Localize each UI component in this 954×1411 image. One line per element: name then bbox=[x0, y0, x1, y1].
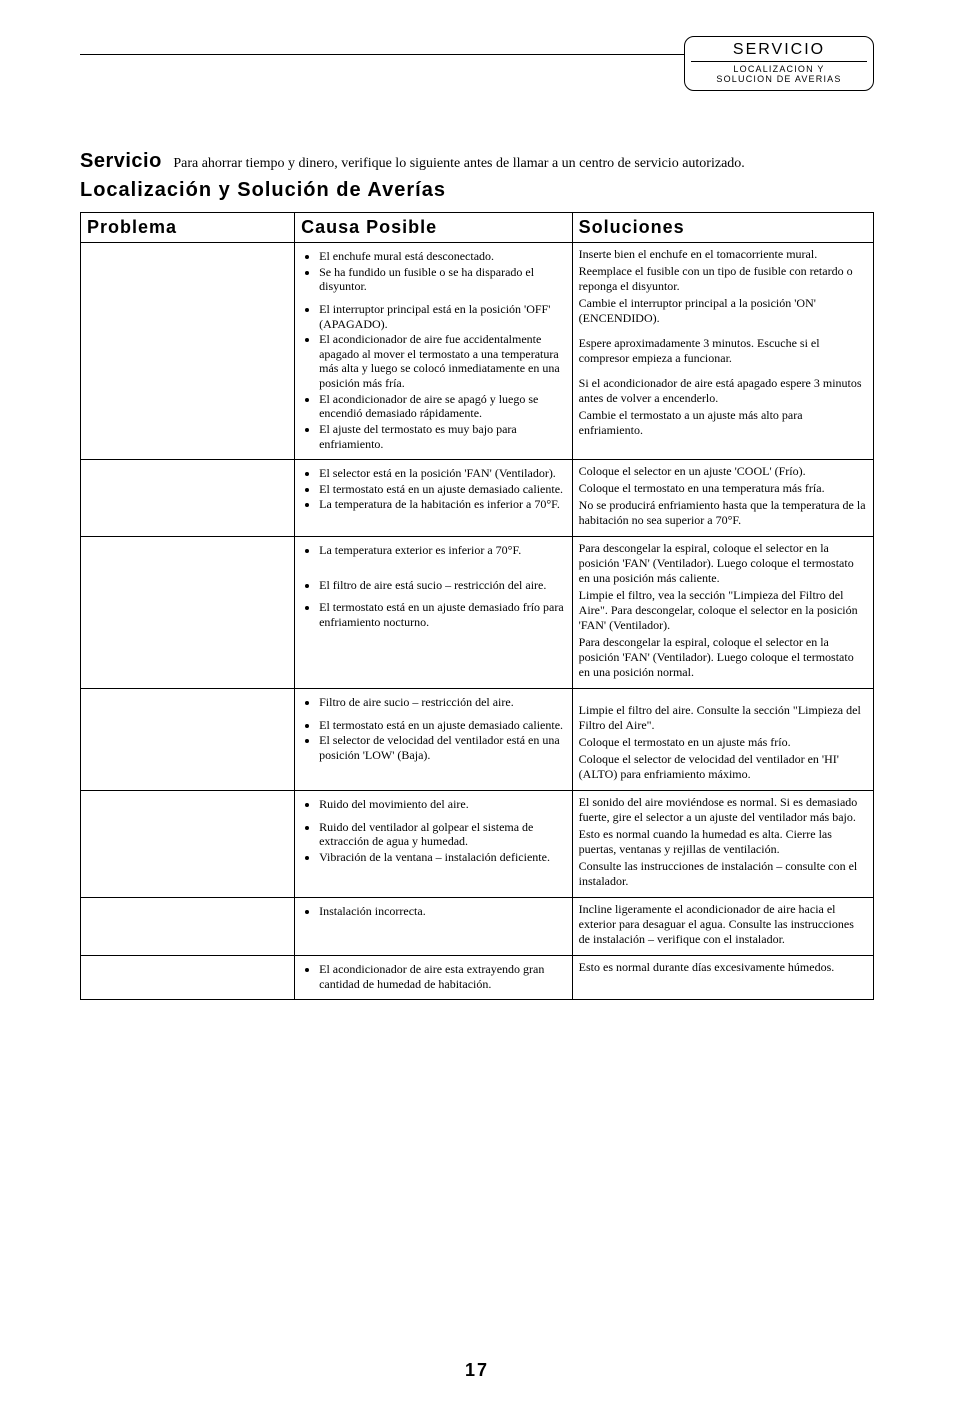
cause-cell: Filtro de aire sucio – restricción del a… bbox=[295, 689, 573, 791]
cause-cell: Ruido del movimiento del aire. Ruido del … bbox=[295, 791, 573, 898]
solution-line: Coloque el selector de velocidad del ven… bbox=[579, 752, 867, 782]
solution-line: Coloque el selector en un ajuste 'COOL' … bbox=[579, 464, 867, 479]
cause-cell: El enchufe mural está desconectado.Se ha… bbox=[295, 243, 573, 460]
header-tab: SERVICIO LOCALIZACION Y SOLUCION DE AVER… bbox=[684, 36, 874, 91]
cause-item: El ajuste del termostato es muy bajo par… bbox=[319, 422, 566, 451]
intro-heading: Servicio bbox=[80, 150, 162, 172]
cause-item: Se ha fundido un fusible o se ha dispara… bbox=[319, 265, 566, 294]
problem-cell bbox=[81, 791, 295, 898]
table-header-solution: Soluciones bbox=[572, 213, 873, 243]
table-header-problem: Problema bbox=[81, 213, 295, 243]
cause-item: El selector está en la posición 'FAN' (V… bbox=[319, 466, 566, 481]
solution-cell: Incline ligeramente el acondicionador de… bbox=[572, 898, 873, 956]
table-row: Filtro de aire sucio – restricción del a… bbox=[81, 689, 874, 791]
cause-item: El interruptor principal está en la posi… bbox=[319, 302, 566, 331]
cause-item: La temperatura de la habitación es infer… bbox=[319, 497, 566, 512]
solution-line: Consulte las instrucciones de instalació… bbox=[579, 859, 867, 889]
problem-cell bbox=[81, 243, 295, 460]
solution-line: Para descongelar la espiral, coloque el … bbox=[579, 541, 867, 586]
table-header-row: Problema Causa Posible Soluciones bbox=[81, 213, 874, 243]
table-row: El selector está en la posición 'FAN' (V… bbox=[81, 460, 874, 537]
solution-line: Espere aproximadamente 3 minutos. Escuch… bbox=[579, 336, 867, 366]
solution-line: Si el acondicionador de aire está apagad… bbox=[579, 376, 867, 406]
header-tab-subtitle-2: SOLUCION DE AVERIAS bbox=[691, 74, 867, 84]
problem-cell bbox=[81, 956, 295, 1000]
cause-item: El acondicionador de aire fue accidental… bbox=[319, 332, 566, 391]
page-number: 17 bbox=[80, 1360, 874, 1381]
solution-line: Esto es normal durante días excesivament… bbox=[579, 960, 867, 975]
header-tab-title: SERVICIO bbox=[691, 41, 867, 62]
table-row: Instalación incorrecta. Incline ligeramen… bbox=[81, 898, 874, 956]
cause-item: El termostato está en un ajuste demasiad… bbox=[319, 600, 566, 629]
solution-line: Coloque el termostato en una temperatura… bbox=[579, 481, 867, 496]
table-header-cause: Causa Posible bbox=[295, 213, 573, 243]
cause-item: El termostato está en un ajuste demasiad… bbox=[319, 718, 566, 733]
solution-line: Coloque el termostato en un ajuste más f… bbox=[579, 735, 867, 750]
solution-line: El sonido del aire moviéndose es normal.… bbox=[579, 795, 867, 825]
cause-item: Ruido del ventilador al golpear el siste… bbox=[319, 820, 566, 849]
cause-cell: La temperatura exterior es inferior a 70… bbox=[295, 537, 573, 689]
solution-cell: Esto es normal durante días excesivament… bbox=[572, 956, 873, 1000]
table-row: El enchufe mural está desconectado.Se ha… bbox=[81, 243, 874, 460]
intro-text: Para ahorrar tiempo y dinero, verifique … bbox=[173, 156, 744, 171]
problem-cell bbox=[81, 689, 295, 791]
solution-cell: Limpie el filtro del aire. Consulte la s… bbox=[572, 689, 873, 791]
solution-line: Reemplace el fusible con un tipo de fusi… bbox=[579, 264, 867, 294]
table-row: El acondicionador de aire esta extrayend… bbox=[81, 956, 874, 1000]
cause-item: Ruido del movimiento del aire. bbox=[319, 797, 566, 812]
solution-cell: Coloque el selector en un ajuste 'COOL' … bbox=[572, 460, 873, 537]
solution-line: Limpie el filtro del aire. Consulte la s… bbox=[579, 703, 867, 733]
cause-item: Instalación incorrecta. bbox=[319, 904, 566, 919]
solution-line: Para descongelar la espiral, coloque el … bbox=[579, 635, 867, 680]
cause-cell: Instalación incorrecta. bbox=[295, 898, 573, 956]
cause-item: El filtro de aire está sucio – restricci… bbox=[319, 578, 566, 593]
section-title: Localización y Solución de Averías bbox=[80, 179, 874, 202]
cause-item: Vibración de la ventana – instalación de… bbox=[319, 850, 566, 865]
solution-line: Incline ligeramente el acondicionador de… bbox=[579, 902, 867, 947]
solution-line: No se producirá enfriamiento hasta que l… bbox=[579, 498, 867, 528]
cause-item: La temperatura exterior es inferior a 70… bbox=[319, 543, 566, 558]
solution-cell: El sonido del aire moviéndose es normal.… bbox=[572, 791, 873, 898]
solution-line: Cambie el interruptor principal a la pos… bbox=[579, 296, 867, 326]
solution-line: Cambie el termostato a un ajuste más alt… bbox=[579, 408, 867, 438]
cause-cell: El selector está en la posición 'FAN' (V… bbox=[295, 460, 573, 537]
cause-item: El termostato está en un ajuste demasiad… bbox=[319, 482, 566, 497]
cause-item: El selector de velocidad del ventilador … bbox=[319, 733, 566, 762]
problem-cell bbox=[81, 898, 295, 956]
problem-cell bbox=[81, 460, 295, 537]
troubleshooting-table: Problema Causa Posible Soluciones El enc… bbox=[80, 212, 874, 1000]
table-row: La temperatura exterior es inferior a 70… bbox=[81, 537, 874, 689]
intro-paragraph: Servicio Para ahorrar tiempo y dinero, v… bbox=[80, 150, 874, 173]
cause-item: El acondicionador de aire esta extrayend… bbox=[319, 962, 566, 991]
solution-cell: Inserte bien el enchufe en el tomacorrie… bbox=[572, 243, 873, 460]
cause-item: El enchufe mural está desconectado. bbox=[319, 249, 566, 264]
cause-item: Filtro de aire sucio – restricción del a… bbox=[319, 695, 566, 710]
solution-cell: Para descongelar la espiral, coloque el … bbox=[572, 537, 873, 689]
cause-cell: El acondicionador de aire esta extrayend… bbox=[295, 956, 573, 1000]
cause-item: El acondicionador de aire se apagó y lue… bbox=[319, 392, 566, 421]
problem-cell bbox=[81, 537, 295, 689]
header-tab-subtitle-1: LOCALIZACION Y bbox=[691, 64, 867, 74]
solution-line: Esto es normal cuando la humedad es alta… bbox=[579, 827, 867, 857]
table-row: Ruido del movimiento del aire. Ruido del … bbox=[81, 791, 874, 898]
solution-line: Inserte bien el enchufe en el tomacorrie… bbox=[579, 247, 867, 262]
solution-line: Limpie el filtro, vea la sección "Limpie… bbox=[579, 588, 867, 633]
